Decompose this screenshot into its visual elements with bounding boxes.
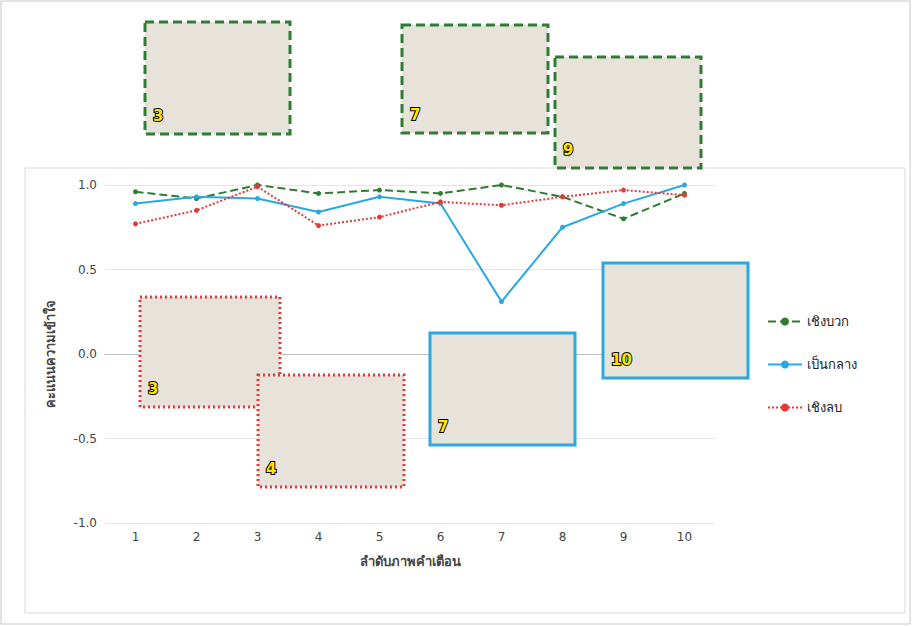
svg-text:7: 7 — [438, 418, 448, 436]
svg-text:-1.0: -1.0 — [74, 516, 97, 530]
svg-text:เป็นกลาง: เป็นกลาง — [807, 355, 857, 372]
svg-text:ลำดับภาพคำเตือน: ลำดับภาพคำเตือน — [360, 554, 461, 569]
svg-text:0.0: 0.0 — [78, 347, 97, 361]
svg-text:0.5: 0.5 — [78, 263, 97, 277]
svg-text:10: 10 — [611, 351, 632, 369]
svg-text:เชิงบวก: เชิงบวก — [807, 314, 849, 329]
svg-text:-0.5: -0.5 — [74, 432, 97, 446]
svg-text:9: 9 — [563, 141, 573, 159]
svg-text:2: 2 — [193, 530, 201, 544]
svg-text:7: 7 — [410, 106, 420, 124]
svg-text:1: 1 — [132, 530, 140, 544]
svg-text:เชิงลบ: เชิงลบ — [807, 400, 842, 415]
svg-text:3: 3 — [254, 530, 262, 544]
svg-text:7: 7 — [498, 530, 506, 544]
svg-text:1.0: 1.0 — [78, 178, 97, 192]
svg-text:4: 4 — [315, 530, 323, 544]
svg-text:10: 10 — [677, 530, 692, 544]
svg-text:5: 5 — [376, 530, 384, 544]
svg-text:คะแนนความเข้าใจ: คะแนนความเข้าใจ — [42, 300, 58, 408]
svg-text:8: 8 — [559, 530, 567, 544]
svg-text:3: 3 — [148, 380, 158, 398]
svg-text:9: 9 — [620, 530, 628, 544]
svg-text:3: 3 — [153, 107, 163, 125]
svg-text:6: 6 — [437, 530, 445, 544]
svg-text:4: 4 — [266, 460, 276, 478]
